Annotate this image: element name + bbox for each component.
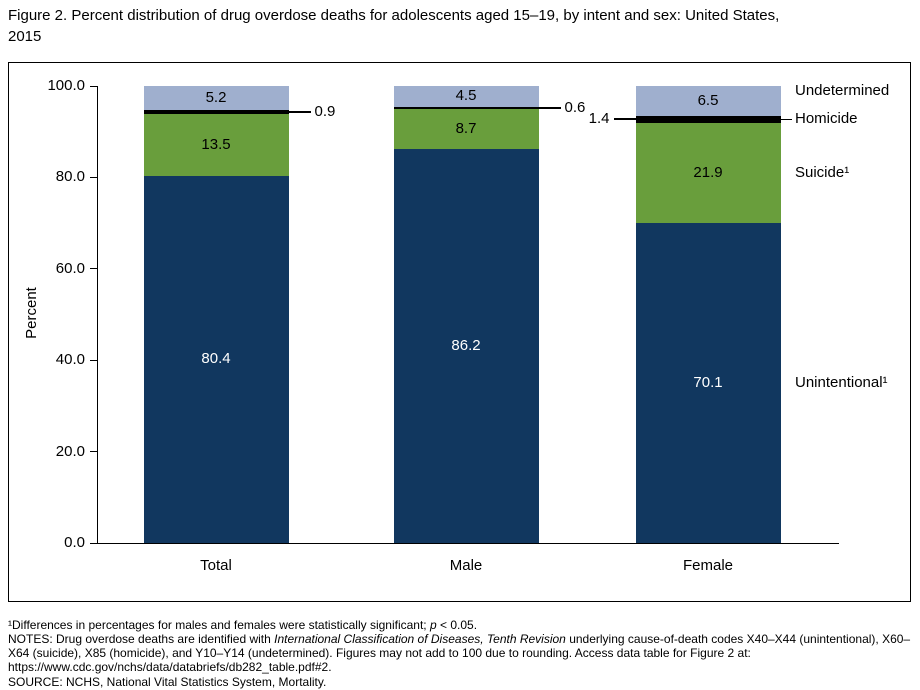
value-label-homicide-female: 1.4 (588, 110, 610, 128)
footnote-notes: NOTES: Drug overdose deaths are identifi… (8, 632, 913, 674)
y-tick-mark (90, 451, 97, 453)
y-tick-label: 40.0 (55, 351, 85, 369)
bar-segment-suicide-total (143, 113, 289, 176)
y-tick-mark (90, 85, 97, 87)
y-tick-mark (90, 359, 97, 361)
bar-segment-undetermined-female (635, 86, 781, 117)
value-label-unintentional-total: 80.4 (201, 350, 231, 368)
plot-area: 0.0 20.0 40.0 60.0 80.0 100.0 80.4 13.5 0.9 5.2 To… (9, 63, 910, 601)
value-label-homicide-total: 0.9 (314, 102, 336, 120)
value-label-unintentional-male: 86.2 (451, 337, 481, 355)
legend-leader-line (780, 118, 792, 121)
callout-line-female (613, 118, 636, 121)
value-label-suicide-male: 8.7 (455, 120, 477, 138)
bar-segment-suicide-male (393, 109, 539, 150)
legend-label-homicide: Homicide (795, 110, 858, 128)
bar-segment-unintentional-female (635, 222, 781, 543)
y-tick-label: 60.0 (55, 259, 85, 277)
bar-segment-homicide-male (393, 106, 539, 110)
x-category-label-female: Female (682, 557, 734, 574)
bar-segment-undetermined-male (393, 86, 539, 107)
value-label-homicide-male: 0.6 (564, 98, 586, 116)
value-label-undetermined-male: 4.5 (455, 87, 477, 105)
footnotes: ¹Differences in percentages for males an… (8, 618, 913, 689)
footnote-notes-text: NOTES: Drug overdose deaths are identifi… (8, 632, 275, 647)
x-category-label-total: Total (200, 557, 232, 574)
value-label-undetermined-total: 5.2 (205, 88, 227, 106)
figure-title-line1: Figure 2. Percent distribution of drug o… (8, 7, 780, 24)
y-tick-label: 0.0 (64, 534, 85, 551)
legend-label-unintentional: Unintentional¹ (795, 373, 888, 391)
chart-frame: Percent 0.0 20.0 40.0 60.0 80.0 100.0 80.4 13.5… (8, 62, 911, 602)
figure-title-line2: 2015 (8, 28, 42, 45)
x-category-label-male: Male (449, 557, 483, 574)
y-tick-label: 80.0 (55, 168, 85, 186)
value-label-undetermined-female: 6.5 (697, 92, 719, 110)
bar-segment-homicide-total (143, 109, 289, 114)
legend-label-undetermined: Undetermined (795, 82, 890, 100)
bar-segment-undetermined-total (143, 86, 289, 110)
bar-segment-homicide-female (635, 116, 781, 123)
y-tick-label: 100.0 (47, 77, 85, 94)
y-tick-mark (90, 268, 97, 270)
y-tick-label: 20.0 (55, 442, 85, 460)
bar-segment-suicide-female (635, 122, 781, 223)
footnote-significance-italic: p (429, 618, 437, 632)
footnote-notes-tail: underlying cause-of-death codes X40–X44 … (8, 632, 911, 675)
footnote-significance-tail: < 0.05. (436, 618, 478, 632)
bar-segment-unintentional-male (393, 149, 539, 543)
footnote-notes-italic: International Classification of Diseases… (274, 632, 566, 647)
y-axis-line (97, 86, 98, 543)
value-label-suicide-female: 21.9 (693, 163, 723, 181)
y-tick-mark (90, 176, 97, 178)
footnote-significance: ¹Differences in percentages for males an… (8, 618, 913, 632)
value-label-unintentional-female: 70.1 (693, 373, 723, 391)
callout-line-total (288, 110, 311, 113)
callout-line-male (538, 106, 561, 109)
legend-label-suicide: Suicide¹ (795, 163, 850, 181)
footnote-significance-text: ¹Differences in percentages for males an… (8, 618, 430, 632)
bar-segment-unintentional-total (143, 175, 289, 543)
value-label-suicide-total: 13.5 (201, 135, 231, 153)
y-tick-mark (90, 542, 97, 544)
figure-title: Figure 2. Percent distribution of drug o… (8, 5, 878, 47)
x-axis-line (97, 543, 839, 544)
footnote-source: SOURCE: NCHS, National Vital Statistics … (8, 674, 327, 689)
